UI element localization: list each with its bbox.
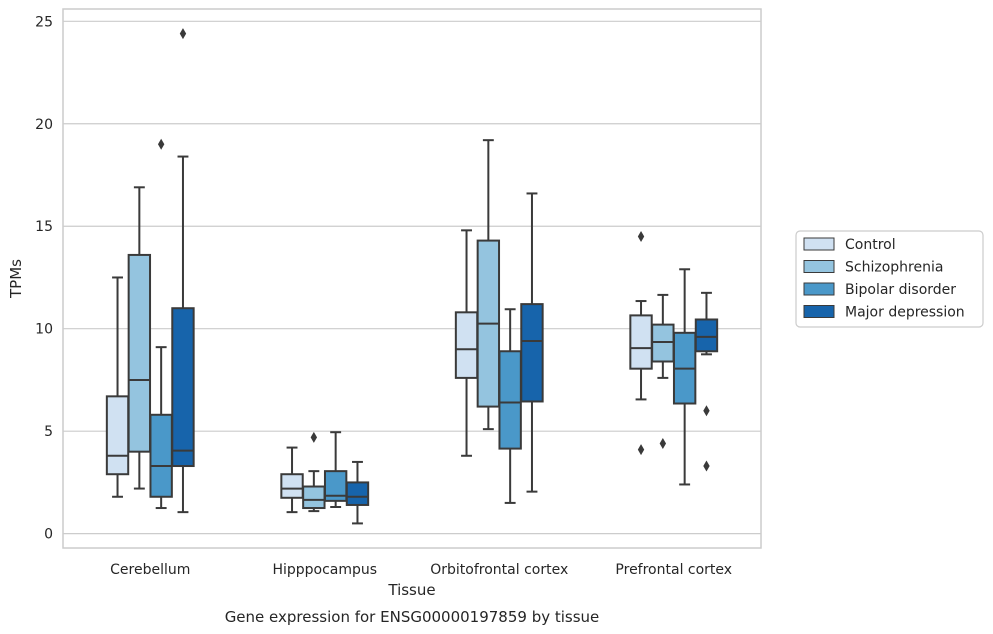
box-control (454, 229, 479, 457)
x-tick-label: Cerebellum (110, 562, 190, 578)
x-axis-label: Tissue (387, 581, 435, 599)
outlier-point (179, 28, 187, 40)
box-iqr (302, 485, 326, 510)
outlier-point (703, 405, 710, 417)
y-tick-label: 10 (35, 322, 53, 338)
box-iqr (127, 253, 152, 453)
x-axis-ticks: Cerebellum Hipppocampus Orbitofrontal cort… (110, 562, 732, 578)
box-iqr (280, 473, 304, 499)
outlier-point (659, 437, 667, 449)
y-tick-label: 5 (44, 424, 53, 440)
legend-entry-label: Control (845, 237, 896, 253)
x-tick-label: Hipppocampus (272, 562, 377, 578)
box-iqr (105, 395, 130, 476)
outlier-point (637, 230, 645, 242)
box-layer (105, 28, 719, 525)
box-iqr (454, 311, 479, 379)
y-tick-label: 25 (35, 14, 53, 30)
outlier-point (310, 431, 318, 443)
outlier-point (157, 138, 165, 150)
legend-entry-label: Bipolar disorder (845, 282, 956, 298)
plot-frame (62, 8, 762, 549)
box-control (280, 446, 304, 514)
legend-swatch (803, 282, 835, 296)
box-iqr (520, 303, 544, 403)
box-iqr (694, 318, 719, 353)
box-major-depression (171, 28, 195, 514)
legend-swatch (803, 305, 835, 318)
box-bipolar-disorder (323, 431, 348, 509)
legend: Control Schizophrenia Bipolar disorder Majo… (795, 230, 984, 328)
y-tick-label: 15 (35, 219, 53, 235)
outlier-point (703, 460, 710, 472)
legend-entry-label: Major depression (845, 305, 965, 321)
box-bipolar-disorder (498, 308, 522, 504)
box-iqr (498, 350, 522, 450)
box-control (105, 276, 130, 498)
box-iqr (149, 413, 173, 498)
box-major-depression (345, 460, 370, 525)
box-schizophrenia (651, 293, 675, 449)
box-iqr (629, 314, 653, 370)
x-tick-label: Prefrontal cortex (615, 562, 732, 578)
box-schizophrenia (302, 431, 326, 513)
outlier-point (637, 444, 645, 456)
chart-caption: Gene expression for ENSG00000197859 by t… (225, 608, 600, 626)
box-major-depression (694, 291, 719, 472)
x-tick-label: Orbitofrontal cortex (430, 562, 568, 578)
y-axis-ticks: 0 5 10 15 20 25 (35, 14, 53, 542)
box-major-depression (520, 192, 544, 493)
box-iqr (651, 323, 675, 363)
legend-frame (795, 230, 984, 328)
legend-swatch (803, 237, 835, 251)
box-schizophrenia (127, 186, 152, 490)
box-iqr (171, 307, 195, 468)
box-bipolar-disorder (672, 268, 697, 486)
y-axis-label: TPMs (7, 259, 25, 299)
box-control (629, 230, 653, 456)
box-schizophrenia (476, 139, 501, 431)
box-iqr (345, 481, 370, 506)
legend-entry-label: Schizophrenia (845, 260, 943, 276)
y-tick-label: 0 (44, 527, 53, 543)
legend-swatch (803, 260, 835, 273)
box-bipolar-disorder (149, 138, 173, 510)
y-tick-label: 20 (35, 117, 53, 133)
